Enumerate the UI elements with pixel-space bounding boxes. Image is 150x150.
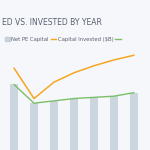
Text: ED VS. INVESTED BY YEAR: ED VS. INVESTED BY YEAR bbox=[2, 18, 101, 27]
Bar bbox=[10, 84, 18, 150]
Bar bbox=[110, 96, 118, 150]
Legend: Net PE Capital, Capital Invested ($B), : Net PE Capital, Capital Invested ($B), bbox=[3, 34, 124, 44]
Bar bbox=[30, 103, 38, 150]
Bar bbox=[90, 97, 98, 150]
Bar bbox=[70, 99, 78, 150]
Bar bbox=[130, 93, 138, 150]
Bar bbox=[50, 101, 58, 150]
